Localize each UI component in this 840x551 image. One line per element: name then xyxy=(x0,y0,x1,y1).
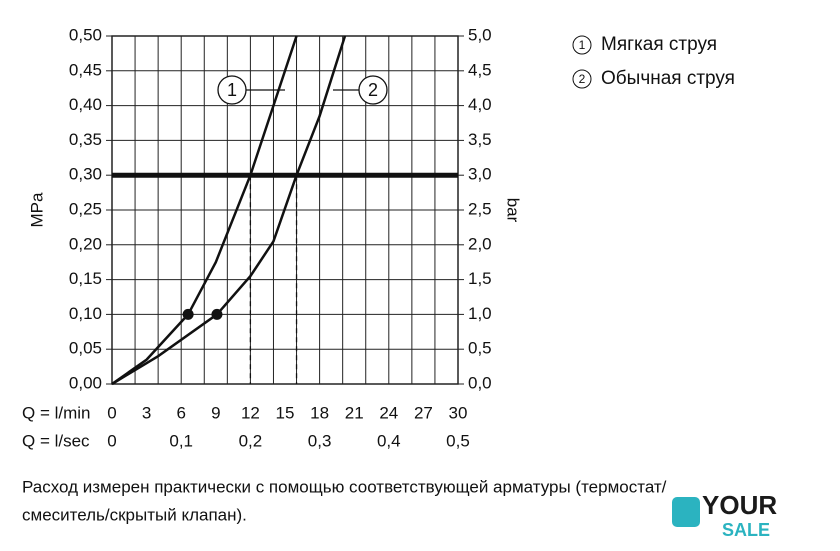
y2-tick-label: 0,5 xyxy=(468,339,492,358)
logo: YOUR SALE xyxy=(672,490,777,540)
legend-symbol xyxy=(572,35,592,55)
y2-tick-label: 5,0 xyxy=(468,25,492,44)
y-tick-label: 0,00 xyxy=(69,373,102,392)
y2-tick-label: 0,0 xyxy=(468,373,492,392)
x-tick-label: 30 xyxy=(449,403,468,422)
x2-tick-label: 0,2 xyxy=(239,431,263,450)
legend-label: Мягкая струя xyxy=(601,34,717,55)
x2-tick-label: 0,1 xyxy=(169,431,193,450)
y2-tick-label: 4,5 xyxy=(468,60,492,79)
point-marker xyxy=(182,308,194,320)
legend-symbol-label: 1 xyxy=(579,38,586,52)
logo-text: YOUR xyxy=(702,490,777,520)
y2-tick-label: 3,0 xyxy=(468,165,492,184)
y-tick-label: 0,15 xyxy=(69,269,102,288)
x2-tick-label: 0 xyxy=(107,431,116,450)
curve-label-circle xyxy=(217,75,247,105)
y2-tick-label: 2,0 xyxy=(468,234,492,253)
y-axis-label: MPa xyxy=(27,192,46,228)
x-tick-label: 3 xyxy=(142,403,151,422)
plot-frame xyxy=(111,35,459,385)
y2-tick-label: 4,0 xyxy=(468,95,492,114)
point-marker xyxy=(211,308,223,320)
x-tick-label: 18 xyxy=(310,403,329,422)
y-tick-label: 0,50 xyxy=(69,25,102,44)
y-tick-label: 0,25 xyxy=(69,199,102,218)
y-tick-label: 0,35 xyxy=(69,130,102,149)
y-tick-label: 0,45 xyxy=(69,60,102,79)
x-tick-label: 0 xyxy=(107,403,116,422)
series-line xyxy=(111,35,298,386)
y-tick-label: 0,30 xyxy=(69,165,102,184)
y2-tick-label: 1,0 xyxy=(468,304,492,323)
legend-label: Обычная струя xyxy=(601,68,735,89)
x-tick-label: 6 xyxy=(176,403,185,422)
series-line xyxy=(111,35,347,386)
y2-tick-label: 1,5 xyxy=(468,269,492,288)
x-tick-label: 27 xyxy=(414,403,433,422)
x2-tick-label: 0,3 xyxy=(308,431,332,450)
x-tick-label: 24 xyxy=(379,403,398,422)
y-tick-label: 0,10 xyxy=(69,304,102,323)
x-tick-label: 21 xyxy=(345,403,364,422)
y2-tick-label: 3,5 xyxy=(468,130,492,149)
x2-tick-label: 0,5 xyxy=(446,431,470,450)
logo-text: SALE xyxy=(722,520,770,540)
logo-icon xyxy=(672,497,700,527)
y-tick-label: 0,20 xyxy=(69,234,102,253)
legend-symbol-label: 2 xyxy=(579,72,586,86)
footnote: Расход измерен практически с помощью соо… xyxy=(22,477,667,496)
x-tick-label: 15 xyxy=(276,403,295,422)
legend-symbol xyxy=(572,69,592,89)
x2-axis-label: Q = l/sec xyxy=(22,431,90,450)
y-tick-label: 0,05 xyxy=(69,339,102,358)
footnote: смеситель/скрытый клапан). xyxy=(22,505,247,524)
y-tick-label: 0,40 xyxy=(69,95,102,114)
x-axis-label: Q = l/min xyxy=(22,403,91,422)
x-tick-label: 12 xyxy=(241,403,260,422)
y2-axis-label: bar xyxy=(504,198,523,223)
y2-tick-label: 2,5 xyxy=(468,199,492,218)
x2-tick-label: 0,4 xyxy=(377,431,401,450)
curve-label-circle xyxy=(358,75,388,105)
curve-label: 2 xyxy=(368,80,378,100)
curve-label: 1 xyxy=(227,80,237,100)
x-tick-label: 9 xyxy=(211,403,220,422)
